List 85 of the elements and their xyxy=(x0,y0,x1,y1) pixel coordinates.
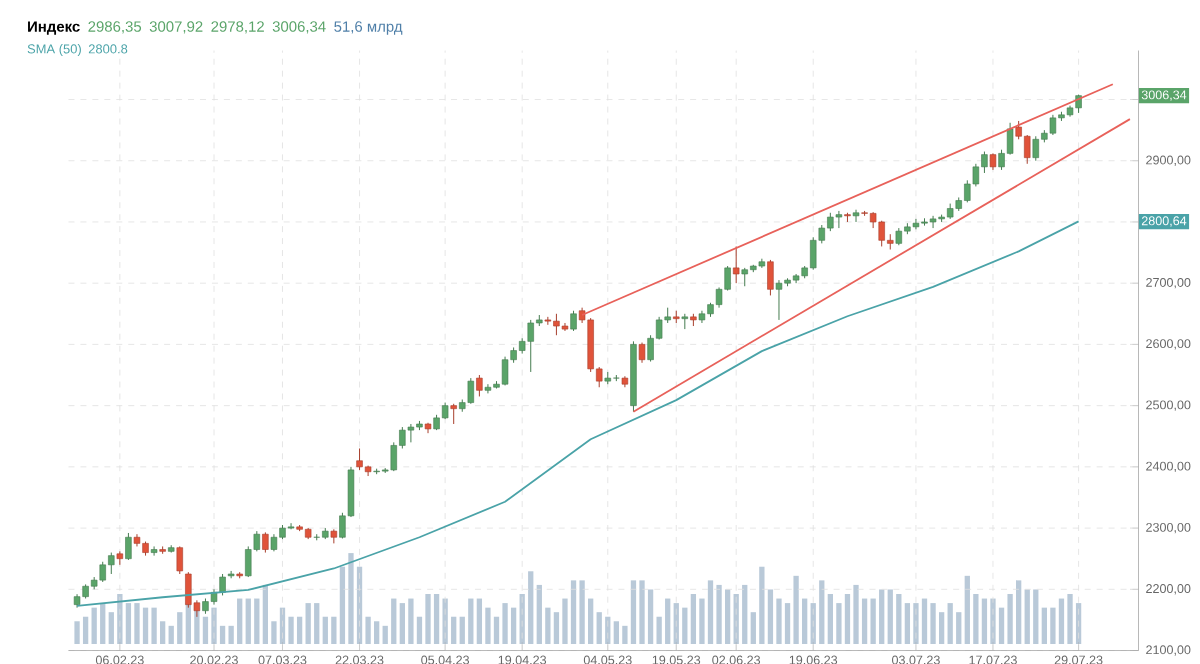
bar xyxy=(262,584,269,644)
candlestick xyxy=(125,532,132,561)
candlestick xyxy=(570,310,577,332)
candlestick xyxy=(227,570,235,579)
bar xyxy=(930,603,936,644)
bar xyxy=(476,598,483,644)
bar xyxy=(151,607,157,644)
bar xyxy=(288,616,294,644)
bar xyxy=(896,594,902,644)
line-series xyxy=(76,220,1080,607)
bar xyxy=(1058,598,1065,644)
candlestick xyxy=(219,573,226,596)
candlestick xyxy=(1049,114,1057,136)
bar xyxy=(100,603,106,644)
bar xyxy=(245,598,251,644)
bar xyxy=(348,553,354,644)
candlestick xyxy=(775,279,783,321)
bar xyxy=(408,598,414,644)
bar xyxy=(682,607,688,644)
bar xyxy=(1067,594,1073,644)
bar xyxy=(425,594,431,644)
bar xyxy=(707,580,714,644)
bar xyxy=(596,612,602,644)
candlestick xyxy=(638,342,646,364)
candlestick xyxy=(407,423,415,443)
candlestick xyxy=(835,210,843,229)
candlestick xyxy=(116,550,124,566)
bar xyxy=(570,580,577,644)
bar xyxy=(202,616,209,644)
bar xyxy=(921,598,928,644)
bar xyxy=(254,598,260,644)
bar xyxy=(1050,607,1056,644)
bar xyxy=(485,607,491,644)
bar xyxy=(211,607,217,644)
bar xyxy=(990,598,996,644)
bar xyxy=(442,598,448,644)
bar xyxy=(887,589,893,644)
bar xyxy=(134,603,140,644)
bar xyxy=(433,594,440,644)
bar xyxy=(947,603,953,644)
bar xyxy=(528,571,534,644)
candlestick xyxy=(476,374,483,397)
bar xyxy=(630,580,637,644)
bar xyxy=(468,598,474,644)
candlestick xyxy=(912,218,920,230)
bar xyxy=(904,603,911,644)
candlestick xyxy=(150,545,158,557)
bar xyxy=(117,594,123,644)
bar xyxy=(177,612,183,644)
candlestick xyxy=(287,522,295,530)
candlestick xyxy=(450,403,457,425)
bar xyxy=(74,621,80,644)
candlestick xyxy=(467,377,475,405)
bar xyxy=(502,603,508,644)
bar xyxy=(913,603,919,644)
bar xyxy=(742,584,748,644)
bar xyxy=(142,607,149,644)
candlestick xyxy=(929,215,937,229)
bar xyxy=(819,580,825,644)
bar xyxy=(639,580,645,644)
bar xyxy=(716,584,722,644)
candlestick xyxy=(176,545,183,575)
bar xyxy=(981,598,988,644)
candlestick xyxy=(852,209,860,223)
bar xyxy=(305,603,311,644)
candlestick xyxy=(732,245,740,284)
bar xyxy=(1033,589,1039,644)
bar xyxy=(793,575,799,644)
bar xyxy=(510,607,517,644)
bar xyxy=(91,607,97,644)
candlestick xyxy=(501,356,509,386)
bar xyxy=(579,580,585,644)
bar xyxy=(296,616,303,644)
bar xyxy=(724,589,731,644)
bar xyxy=(314,603,320,644)
bar xyxy=(690,594,697,644)
bar xyxy=(391,598,397,644)
bar xyxy=(853,584,859,644)
bar xyxy=(82,616,89,644)
candlestick xyxy=(767,259,774,296)
bar xyxy=(1024,589,1030,644)
candlestick xyxy=(544,316,552,326)
candlestick xyxy=(262,531,269,554)
bar xyxy=(759,566,765,644)
candlestick xyxy=(484,383,492,394)
